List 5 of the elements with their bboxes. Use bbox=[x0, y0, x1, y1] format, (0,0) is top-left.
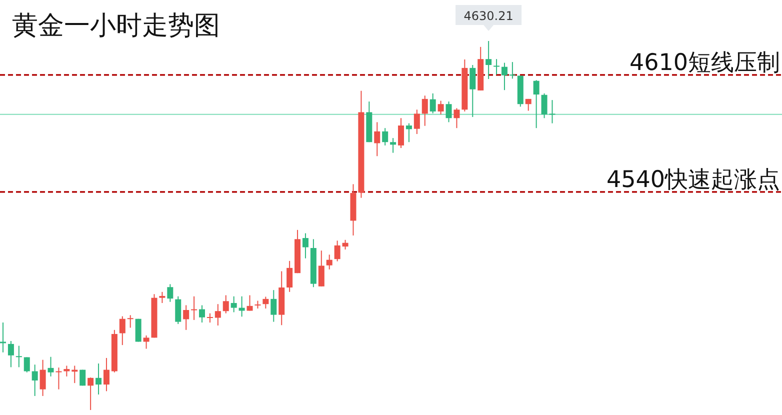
ref-line-label: 4610短线压制 bbox=[629, 50, 780, 76]
tooltip: 4630.21 bbox=[456, 5, 522, 31]
chart-title: 黄金一小时走势图 bbox=[12, 11, 220, 41]
annotation: 4630.21 bbox=[464, 9, 514, 23]
ref-line-label: 4540快速起涨点 bbox=[606, 166, 780, 193]
